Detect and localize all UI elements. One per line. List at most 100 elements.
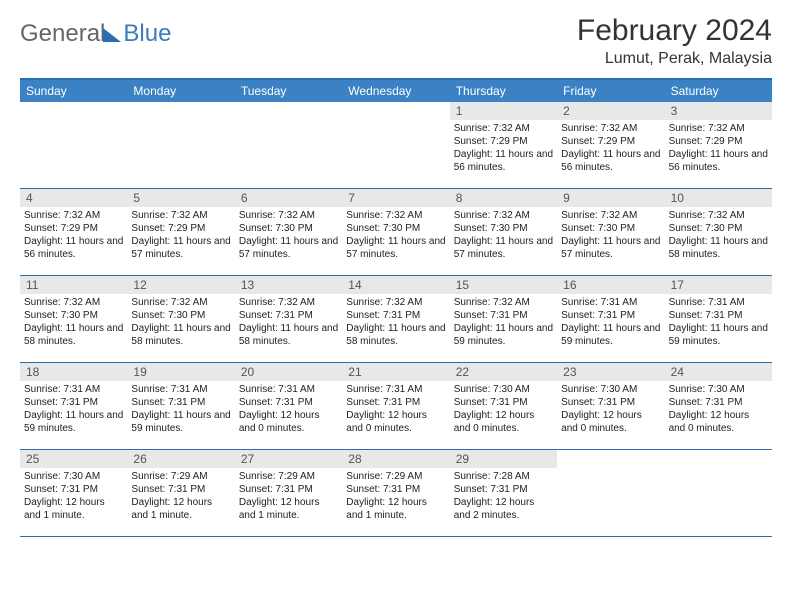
day-number bbox=[342, 102, 449, 106]
page-header: General Blue February 2024 Lumut, Perak,… bbox=[20, 14, 772, 68]
location-subtitle: Lumut, Perak, Malaysia bbox=[577, 50, 772, 68]
day-cell: 28Sunrise: 7:29 AMSunset: 7:31 PMDayligh… bbox=[342, 450, 449, 536]
day-cell bbox=[20, 102, 127, 188]
day-number: 13 bbox=[235, 276, 342, 294]
sunset-text: Sunset: 7:31 PM bbox=[454, 396, 553, 409]
sunset-text: Sunset: 7:31 PM bbox=[454, 483, 553, 496]
weekday-header: Thursday bbox=[450, 80, 557, 102]
sunset-text: Sunset: 7:30 PM bbox=[24, 309, 123, 322]
sunset-text: Sunset: 7:31 PM bbox=[561, 396, 660, 409]
daylight-text: Daylight: 11 hours and 58 minutes. bbox=[669, 235, 768, 261]
sunset-text: Sunset: 7:31 PM bbox=[346, 396, 445, 409]
sunset-text: Sunset: 7:29 PM bbox=[24, 222, 123, 235]
sunset-text: Sunset: 7:31 PM bbox=[24, 483, 123, 496]
daylight-text: Daylight: 11 hours and 56 minutes. bbox=[24, 235, 123, 261]
day-info: Sunrise: 7:30 AMSunset: 7:31 PMDaylight:… bbox=[20, 468, 127, 526]
day-number: 8 bbox=[450, 189, 557, 207]
day-number: 4 bbox=[20, 189, 127, 207]
sunset-text: Sunset: 7:31 PM bbox=[131, 396, 230, 409]
day-info: Sunrise: 7:32 AMSunset: 7:31 PMDaylight:… bbox=[342, 294, 449, 352]
weekday-header: Wednesday bbox=[342, 80, 449, 102]
day-number: 5 bbox=[127, 189, 234, 207]
daylight-text: Daylight: 11 hours and 58 minutes. bbox=[131, 322, 230, 348]
week-row: 4Sunrise: 7:32 AMSunset: 7:29 PMDaylight… bbox=[20, 189, 772, 276]
sunrise-text: Sunrise: 7:32 AM bbox=[454, 296, 553, 309]
daylight-text: Daylight: 11 hours and 57 minutes. bbox=[131, 235, 230, 261]
day-info: Sunrise: 7:31 AMSunset: 7:31 PMDaylight:… bbox=[557, 294, 664, 352]
day-cell: 11Sunrise: 7:32 AMSunset: 7:30 PMDayligh… bbox=[20, 276, 127, 362]
sunrise-text: Sunrise: 7:30 AM bbox=[24, 470, 123, 483]
day-number bbox=[20, 102, 127, 106]
day-info: Sunrise: 7:32 AMSunset: 7:29 PMDaylight:… bbox=[665, 120, 772, 178]
sunrise-text: Sunrise: 7:29 AM bbox=[239, 470, 338, 483]
day-number: 6 bbox=[235, 189, 342, 207]
logo-triangle-icon bbox=[103, 28, 121, 42]
day-info: Sunrise: 7:31 AMSunset: 7:31 PMDaylight:… bbox=[235, 381, 342, 439]
day-number: 11 bbox=[20, 276, 127, 294]
day-info: Sunrise: 7:31 AMSunset: 7:31 PMDaylight:… bbox=[342, 381, 449, 439]
weekday-header: Sunday bbox=[20, 80, 127, 102]
day-info: Sunrise: 7:29 AMSunset: 7:31 PMDaylight:… bbox=[235, 468, 342, 526]
sunset-text: Sunset: 7:29 PM bbox=[131, 222, 230, 235]
sunrise-text: Sunrise: 7:32 AM bbox=[669, 122, 768, 135]
logo-text-general: General bbox=[20, 20, 105, 48]
day-number bbox=[557, 450, 664, 454]
day-cell: 9Sunrise: 7:32 AMSunset: 7:30 PMDaylight… bbox=[557, 189, 664, 275]
daylight-text: Daylight: 11 hours and 57 minutes. bbox=[561, 235, 660, 261]
day-number bbox=[127, 102, 234, 106]
day-number: 22 bbox=[450, 363, 557, 381]
day-cell bbox=[665, 450, 772, 536]
sunrise-text: Sunrise: 7:32 AM bbox=[131, 209, 230, 222]
sunset-text: Sunset: 7:30 PM bbox=[561, 222, 660, 235]
week-row: 25Sunrise: 7:30 AMSunset: 7:31 PMDayligh… bbox=[20, 450, 772, 537]
day-cell bbox=[127, 102, 234, 188]
title-block: February 2024 Lumut, Perak, Malaysia bbox=[577, 14, 772, 68]
sunset-text: Sunset: 7:31 PM bbox=[454, 309, 553, 322]
sunset-text: Sunset: 7:30 PM bbox=[454, 222, 553, 235]
day-number: 21 bbox=[342, 363, 449, 381]
day-cell: 4Sunrise: 7:32 AMSunset: 7:29 PMDaylight… bbox=[20, 189, 127, 275]
weekday-header: Saturday bbox=[665, 80, 772, 102]
day-cell: 2Sunrise: 7:32 AMSunset: 7:29 PMDaylight… bbox=[557, 102, 664, 188]
month-title: February 2024 bbox=[577, 14, 772, 48]
daylight-text: Daylight: 11 hours and 56 minutes. bbox=[561, 148, 660, 174]
weekday-header: Friday bbox=[557, 80, 664, 102]
day-cell: 16Sunrise: 7:31 AMSunset: 7:31 PMDayligh… bbox=[557, 276, 664, 362]
day-number: 27 bbox=[235, 450, 342, 468]
day-cell: 5 Sunrise: 7:32 AMSunset: 7:29 PMDaylight… bbox=[127, 189, 234, 275]
sunrise-text: Sunrise: 7:29 AM bbox=[131, 470, 230, 483]
daylight-text: Daylight: 11 hours and 59 minutes. bbox=[131, 409, 230, 435]
day-info: Sunrise: 7:30 AMSunset: 7:31 PMDaylight:… bbox=[450, 381, 557, 439]
day-cell: 8Sunrise: 7:32 AMSunset: 7:30 PMDaylight… bbox=[450, 189, 557, 275]
daylight-text: Daylight: 12 hours and 1 minute. bbox=[131, 496, 230, 522]
sunrise-text: Sunrise: 7:32 AM bbox=[561, 122, 660, 135]
sunrise-text: Sunrise: 7:32 AM bbox=[131, 296, 230, 309]
daylight-text: Daylight: 12 hours and 0 minutes. bbox=[346, 409, 445, 435]
weekday-header: Tuesday bbox=[235, 80, 342, 102]
sunrise-text: Sunrise: 7:28 AM bbox=[454, 470, 553, 483]
sunrise-text: Sunrise: 7:32 AM bbox=[454, 122, 553, 135]
day-cell: 12Sunrise: 7:32 AMSunset: 7:30 PMDayligh… bbox=[127, 276, 234, 362]
sunset-text: Sunset: 7:29 PM bbox=[669, 135, 768, 148]
day-info: Sunrise: 7:29 AMSunset: 7:31 PMDaylight:… bbox=[127, 468, 234, 526]
day-number: 3 bbox=[665, 102, 772, 120]
day-info: Sunrise: 7:29 AMSunset: 7:31 PMDaylight:… bbox=[342, 468, 449, 526]
daylight-text: Daylight: 12 hours and 0 minutes. bbox=[669, 409, 768, 435]
daylight-text: Daylight: 12 hours and 0 minutes. bbox=[239, 409, 338, 435]
day-cell: 10Sunrise: 7:32 AMSunset: 7:30 PMDayligh… bbox=[665, 189, 772, 275]
daylight-text: Daylight: 12 hours and 1 minute. bbox=[24, 496, 123, 522]
daylight-text: Daylight: 11 hours and 56 minutes. bbox=[454, 148, 553, 174]
day-cell: 22Sunrise: 7:30 AMSunset: 7:31 PMDayligh… bbox=[450, 363, 557, 449]
sunset-text: Sunset: 7:31 PM bbox=[131, 483, 230, 496]
day-cell: 1Sunrise: 7:32 AMSunset: 7:29 PMDaylight… bbox=[450, 102, 557, 188]
day-number: 24 bbox=[665, 363, 772, 381]
day-number: 14 bbox=[342, 276, 449, 294]
day-cell: 26Sunrise: 7:29 AMSunset: 7:31 PMDayligh… bbox=[127, 450, 234, 536]
day-number: 9 bbox=[557, 189, 664, 207]
sunset-text: Sunset: 7:31 PM bbox=[239, 396, 338, 409]
sunrise-text: Sunrise: 7:31 AM bbox=[24, 383, 123, 396]
day-info: Sunrise: 7:30 AMSunset: 7:31 PMDaylight:… bbox=[665, 381, 772, 439]
day-info: Sunrise: 7:32 AMSunset: 7:30 PMDaylight:… bbox=[20, 294, 127, 352]
sunrise-text: Sunrise: 7:32 AM bbox=[454, 209, 553, 222]
daylight-text: Daylight: 12 hours and 1 minute. bbox=[239, 496, 338, 522]
